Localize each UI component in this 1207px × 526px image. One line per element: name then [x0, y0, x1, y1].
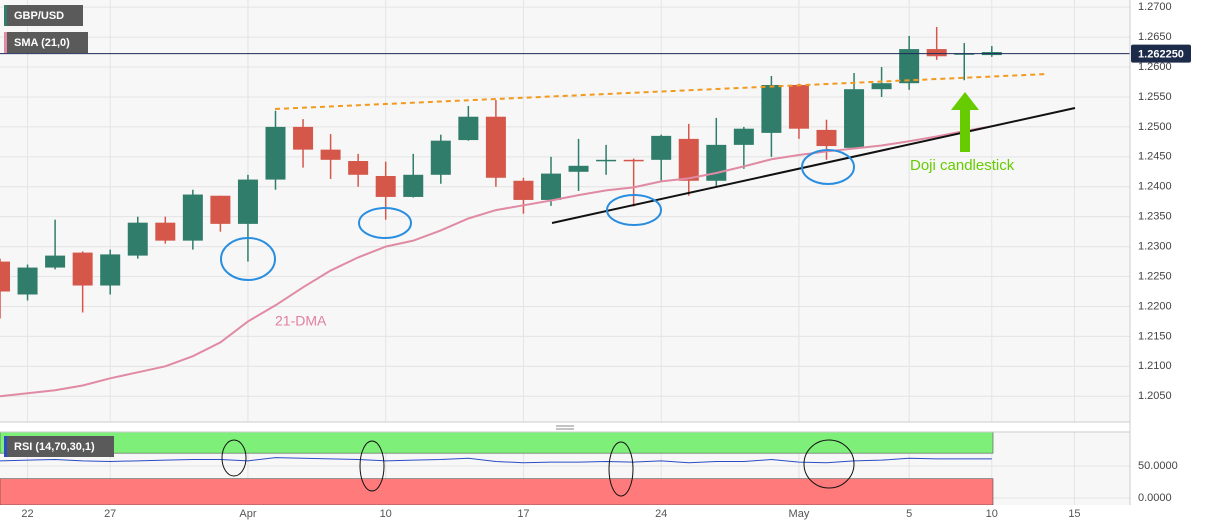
legend-box[interactable] [4, 436, 114, 457]
x-tick-label: 5 [906, 508, 912, 520]
doji-annotation: Doji candlestick [910, 157, 1015, 174]
candle-body [403, 174, 424, 197]
highlight-circle [608, 441, 634, 497]
candle-body [651, 135, 672, 160]
y-tick-label: 1.2300 [1138, 241, 1172, 253]
candle-body [485, 116, 506, 178]
highlight-circle [801, 149, 855, 185]
legend-box[interactable] [4, 32, 88, 53]
candle-body [17, 267, 38, 295]
divider-handle[interactable] [556, 425, 574, 430]
candle-body [568, 165, 589, 172]
y-tick-label: 1.2150 [1138, 330, 1172, 342]
candle-body [788, 84, 809, 129]
candle-body [871, 83, 892, 90]
candle-body [265, 126, 286, 180]
candle-body [706, 144, 727, 181]
overbought-band [0, 432, 994, 454]
legend-label: RSI (14,70,30,1) [14, 441, 95, 453]
x-tick-label: 22 [21, 508, 33, 520]
legend-swatch [4, 436, 7, 457]
legend-box[interactable] [4, 5, 83, 26]
candle-body [0, 261, 10, 292]
candle-body [127, 222, 148, 256]
support-line [551, 107, 1076, 224]
candle-body [541, 173, 561, 200]
current-price-label: 1.262250 [1138, 48, 1184, 60]
oversold-band [0, 478, 994, 505]
y-tick-label: 1.2200 [1138, 300, 1172, 312]
y-tick-label: 1.2400 [1138, 181, 1172, 193]
candle-body [816, 129, 837, 147]
highlight-circle [803, 439, 855, 489]
candle-body [733, 128, 754, 145]
rsi-line [0, 457, 992, 464]
legend-label: GBP/USD [14, 10, 64, 22]
candle-body [623, 159, 644, 162]
y-tick-label: 1.2500 [1138, 121, 1172, 133]
highlight-circle [606, 194, 662, 226]
candle-body [100, 254, 121, 286]
y-tick-label: 1.2450 [1138, 151, 1172, 163]
candle-body [45, 255, 66, 268]
x-tick-label: 15 [1068, 508, 1080, 520]
highlight-circle [358, 207, 412, 239]
candle-body [513, 180, 534, 200]
y-tick-label: 1.2700 [1138, 1, 1172, 13]
sma-annotation: 21-DMA [275, 313, 327, 329]
y-tick-label: 1.2250 [1138, 270, 1172, 282]
resistance-line [274, 73, 1049, 110]
candle-body [375, 175, 396, 197]
candle-body [761, 84, 782, 133]
y-tick-label: 0.0000 [1138, 492, 1172, 504]
y-tick-label: 1.2100 [1138, 360, 1172, 372]
x-tick-label: Apr [239, 508, 256, 520]
legend: GBP/USD SMA (21,0) RSI (14,70,30,1) [4, 5, 114, 457]
candle-body [458, 116, 479, 141]
candle-body [348, 161, 369, 175]
rsi-annotations [221, 439, 855, 497]
candle-body [293, 126, 314, 150]
y-tick-label: 50.0000 [1138, 460, 1178, 472]
highlight-circle [359, 440, 385, 492]
candle-body [926, 49, 947, 57]
highlight-circle [221, 439, 247, 477]
legend-label: SMA (21,0) [14, 37, 70, 49]
candle-body [844, 89, 865, 148]
x-tick-label: 10 [986, 508, 998, 520]
x-tick-label: 27 [104, 508, 116, 520]
legend-swatch [4, 5, 7, 26]
candle-body [899, 49, 920, 84]
price-panel [0, 0, 1130, 422]
y-tick-label: 1.2350 [1138, 211, 1172, 223]
y-tick-label: 1.2600 [1138, 61, 1172, 73]
x-tick-label: 10 [380, 508, 392, 520]
x-tick-label: 17 [517, 508, 529, 520]
current-price-box [1131, 44, 1191, 63]
arrow [951, 92, 979, 152]
candle-body [237, 179, 258, 224]
candle-body [678, 138, 699, 181]
candle-body [596, 159, 617, 162]
x-tick-label: 24 [655, 508, 667, 520]
candle-body [182, 194, 203, 241]
candle-body [320, 149, 341, 160]
y-tick-label: 1.2550 [1138, 91, 1172, 103]
highlight-circle [220, 237, 276, 281]
trend-annotations: Doji candlestick 21-DMA [220, 73, 1076, 329]
x-tick-label: May [789, 508, 810, 520]
candle-body [210, 195, 231, 224]
candle-body [72, 252, 93, 286]
candle-body [155, 222, 176, 241]
y-tick-label: 1.2050 [1138, 390, 1172, 402]
candle-body [430, 140, 451, 175]
legend-swatch [4, 32, 7, 53]
y-tick-label: 1.2650 [1138, 31, 1172, 43]
sma-line [0, 125, 992, 398]
